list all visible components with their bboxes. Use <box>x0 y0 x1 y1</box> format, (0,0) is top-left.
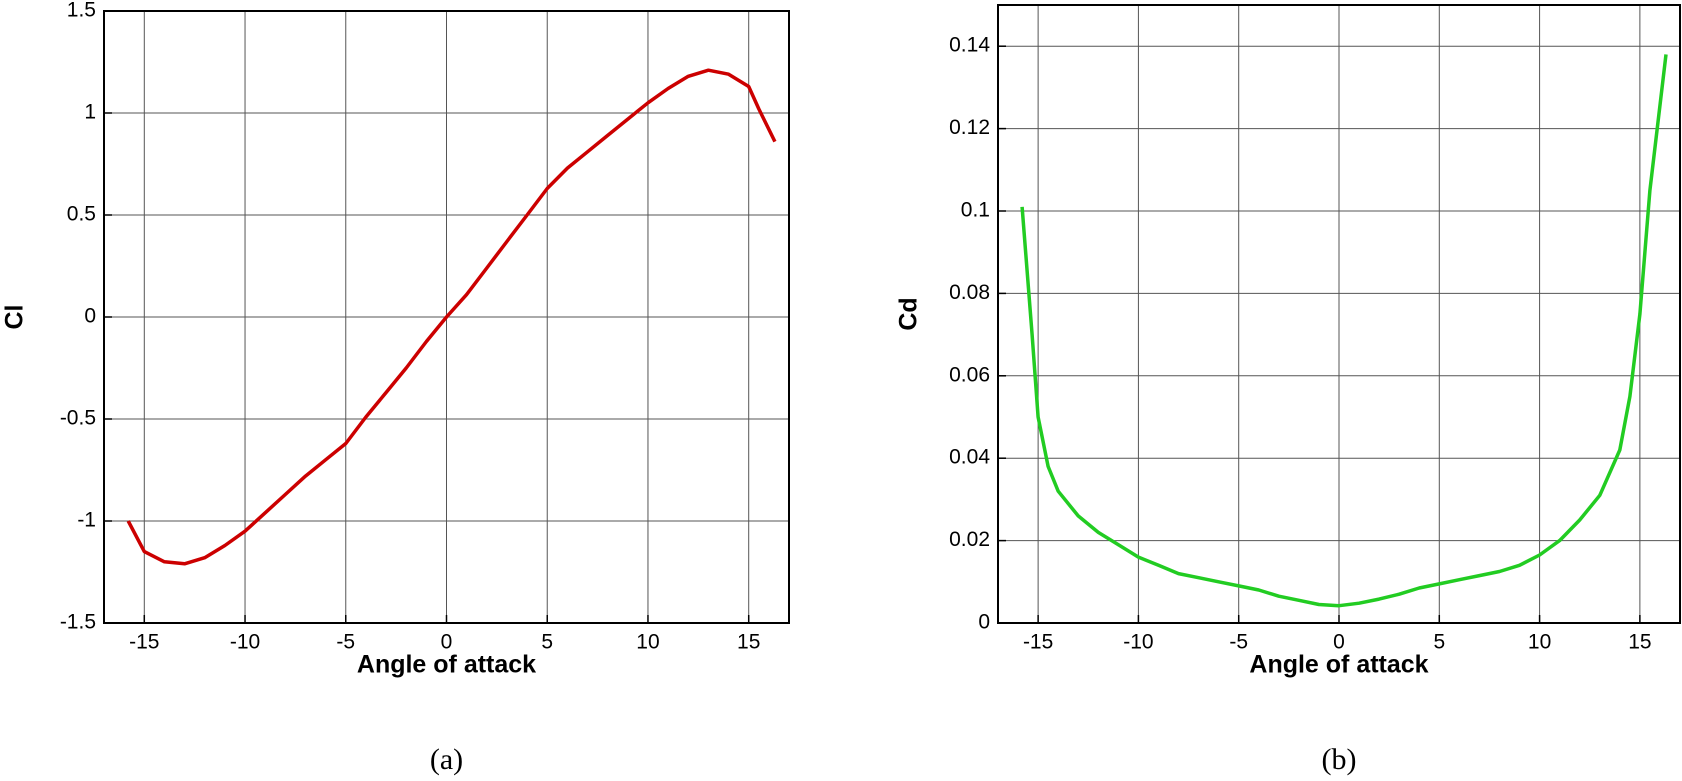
y-tick-label: 1.5 <box>67 0 96 22</box>
x-tick-label: 0 <box>1333 631 1345 654</box>
y-axis-title: Cl <box>1 305 29 330</box>
y-tick-label: 0.06 <box>949 363 990 386</box>
plot-frame <box>103 10 790 624</box>
x-axis-title: Angle of attack <box>1249 651 1428 679</box>
data-line <box>126 68 777 566</box>
y-tick-label: 0.04 <box>949 446 990 469</box>
x-tick-label: -10 <box>1123 631 1153 654</box>
y-tick-label: 0 <box>84 305 96 328</box>
y-tick-label: 0.14 <box>949 34 990 57</box>
y-tick-label: 0.02 <box>949 528 990 551</box>
x-tick-label: 10 <box>636 631 659 654</box>
y-tick-label: -1.5 <box>60 611 96 634</box>
x-tick-label: -10 <box>230 631 260 654</box>
caption: (b) <box>1322 743 1357 776</box>
caption: (a) <box>430 743 463 776</box>
x-tick-label: 15 <box>1628 631 1651 654</box>
data-line <box>1020 54 1668 608</box>
x-tick-label: -15 <box>1023 631 1053 654</box>
y-tick-label: 1 <box>84 101 96 124</box>
y-tick-label: -0.5 <box>60 407 96 430</box>
y-axis-title: Cd <box>895 297 923 330</box>
plot-frame <box>997 4 1681 624</box>
y-tick-label: -1 <box>77 509 96 532</box>
y-tick-label: 0.08 <box>949 281 990 304</box>
x-tick-label: -5 <box>1229 631 1248 654</box>
y-tick-label: 0.5 <box>67 203 96 226</box>
x-tick-label: 5 <box>1433 631 1445 654</box>
y-tick-label: 0.1 <box>961 199 990 222</box>
x-axis-title: Angle of attack <box>357 651 536 679</box>
x-tick-label: -5 <box>336 631 355 654</box>
y-tick-label: 0.12 <box>949 116 990 139</box>
x-tick-label: -15 <box>129 631 159 654</box>
x-tick-label: 0 <box>441 631 453 654</box>
x-tick-label: 10 <box>1528 631 1551 654</box>
x-tick-label: 15 <box>737 631 760 654</box>
y-tick-label: 0 <box>978 611 990 634</box>
x-tick-label: 5 <box>541 631 553 654</box>
